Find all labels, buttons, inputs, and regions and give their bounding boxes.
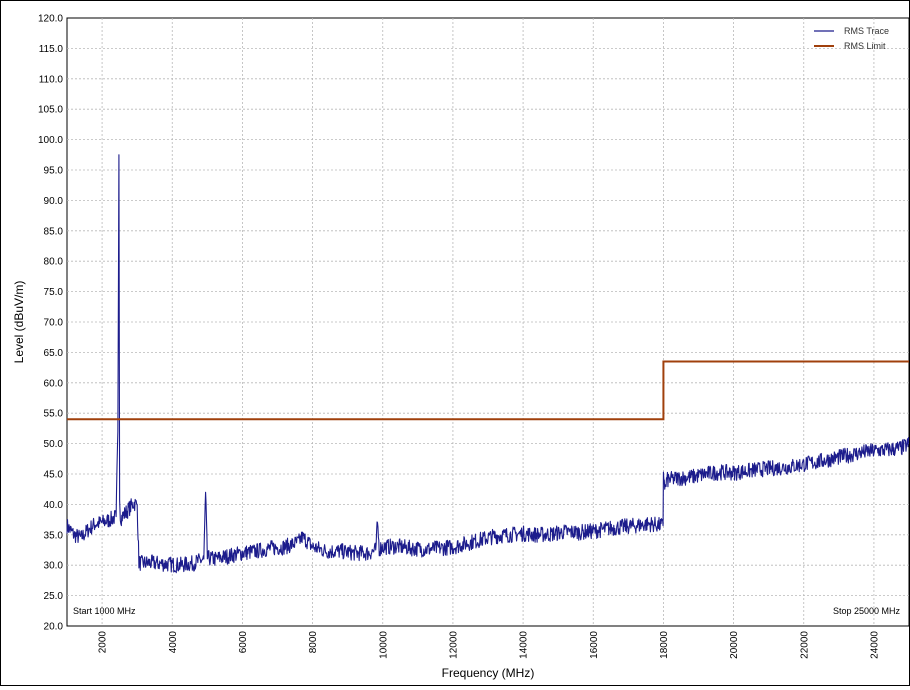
y-tick-label: 95.0 [44,166,64,177]
legend-label-rms-limit: RMS Limit [844,41,886,51]
y-tick-label: 115.0 [39,44,64,55]
x-axis-title: Frequency (MHz) [442,666,535,680]
x-tick-label: 18000 [659,631,670,659]
y-tick-label: 120.0 [38,14,63,25]
y-tick-label: 35.0 [44,530,64,541]
x-tick-label: 22000 [799,631,810,659]
x-tick-label: 12000 [448,631,459,659]
y-tick-label: 30.0 [44,561,64,572]
series-layer [66,154,910,574]
y-tick-label: 70.0 [44,318,64,329]
stop-frequency-label: Stop 25000 MHz [833,606,901,616]
x-tick-label: 10000 [378,631,389,659]
x-tick-label: 16000 [589,631,600,659]
y-tick-label: 80.0 [44,257,64,268]
y-tick-label: 90.0 [44,196,64,207]
y-axis-title: Level (dBuV/m) [12,281,26,364]
legend-label-rms-trace: RMS Trace [844,26,889,36]
x-tick-label: 8000 [308,631,319,654]
y-tick-label: 55.0 [44,409,64,420]
y-tick-label: 45.0 [44,470,64,481]
y-tick-label: 50.0 [44,439,64,450]
y-tick-label: 75.0 [44,287,64,298]
y-tick-label: 60.0 [44,378,64,389]
series-line-rms-trace [66,154,910,574]
y-tick-label: 85.0 [44,226,64,237]
y-tick-label: 65.0 [44,348,64,359]
x-tick-label: 14000 [519,631,530,659]
x-tick-label: 20000 [729,631,740,659]
legend: RMS Trace RMS Limit [814,26,889,51]
y-tick-label: 100.0 [38,135,63,146]
y-tick-label: 110.0 [39,74,64,85]
y-tick-label: 105.0 [38,105,63,116]
y-tick-label: 25.0 [44,591,64,602]
y-tick-label: 20.0 [44,622,64,633]
series-line-rms-limit [67,360,909,421]
x-tick-label: 4000 [168,631,179,654]
y-tick-label: 40.0 [44,500,64,511]
x-tick-label: 6000 [238,631,249,654]
start-frequency-label: Start 1000 MHz [73,606,136,616]
y-axis-ticks: 20.0 25.0 30.0 35.0 40.0 45.0 50.0 55.0 60.0 65.0… [38,14,63,633]
x-tick-label: 2000 [98,631,109,654]
x-tick-label: 24000 [869,631,880,659]
x-axis-ticks: 2000 4000 6000 8000 10000 12000 14000 16000 1800… [98,631,881,659]
grid [67,18,909,626]
